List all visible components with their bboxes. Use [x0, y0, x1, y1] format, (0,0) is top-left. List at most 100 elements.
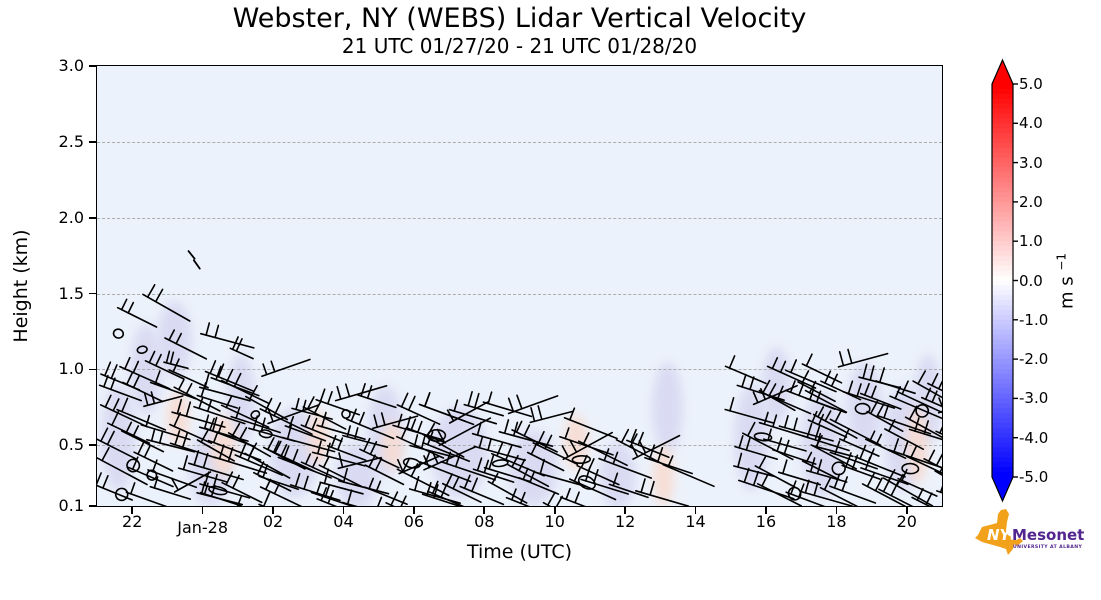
x-tick-mark	[624, 506, 626, 514]
colorbar-gradient-step	[992, 241, 1013, 247]
wind-barb	[236, 495, 242, 506]
wind-barb	[608, 472, 649, 499]
x-tick-mark	[272, 506, 274, 514]
wind-barb	[204, 360, 255, 392]
x-axis-label: Time (UTC)	[466, 541, 573, 563]
x-tick-label: 10	[544, 512, 565, 531]
wind-barb	[99, 394, 148, 428]
wind-barb	[253, 461, 292, 492]
wind-barb	[908, 417, 942, 441]
wind-barb	[363, 477, 408, 506]
wind-barb	[289, 472, 341, 502]
wind-barb	[116, 397, 167, 431]
colorbar-gradient-step	[992, 309, 1013, 316]
zero-contour-loop	[426, 428, 447, 443]
wind-barb	[168, 358, 209, 389]
wind-barb	[866, 399, 904, 433]
wind-barb	[927, 372, 942, 392]
wind-barb	[300, 453, 344, 483]
wind-barb	[227, 422, 272, 458]
wind-barb	[882, 469, 934, 506]
wind-barb	[559, 427, 614, 456]
y-axis-label: Height (km)	[10, 229, 32, 343]
wind-barb	[419, 451, 472, 483]
wind-barb	[804, 380, 848, 414]
wind-barb	[199, 471, 251, 499]
wind-barb	[142, 284, 191, 322]
colorbar-gradient-step	[992, 285, 1013, 291]
wind-barb	[505, 488, 530, 506]
x-tick-mark	[201, 506, 204, 514]
wind-barb	[97, 427, 137, 460]
logo-mesonet-text: Mesonet	[1012, 526, 1084, 544]
x-tick-mark	[835, 506, 838, 514]
wind-barb	[542, 491, 564, 506]
wind-barb	[268, 440, 315, 472]
colorbar-tick-label: 4.0	[1019, 114, 1043, 133]
colorbar-tick-label: -2.0	[1019, 350, 1049, 369]
colorbar-gradient-step	[992, 319, 1013, 326]
colorbar-tick-label: -4.0	[1019, 428, 1049, 447]
colorbar-gradient-step	[992, 467, 1013, 473]
wind-barb	[396, 455, 440, 475]
wind-barb	[864, 430, 907, 460]
zero-contour-loop	[126, 458, 141, 473]
colorbar-gradient-step	[992, 442, 1013, 449]
colorbar-gradient-step	[992, 182, 1013, 188]
wind-barb	[801, 451, 840, 481]
wind-barb	[911, 487, 933, 506]
wind-barb	[463, 390, 505, 417]
colorbar-gradient-step	[992, 187, 1013, 193]
wind-barb	[316, 487, 338, 506]
colorbar-gradient-step	[992, 359, 1013, 365]
wind-barb	[342, 425, 389, 449]
colorbar-gradient-step	[992, 201, 1013, 208]
wind-barb	[626, 428, 670, 459]
wind-barb	[801, 422, 850, 452]
wind-barb	[341, 489, 358, 506]
colorbar-gradient-step	[992, 339, 1013, 345]
wind-barb	[196, 429, 235, 462]
x-tick-mark	[413, 506, 415, 514]
logo-tagline-text: UNIVERSITY AT ALBANY	[1013, 544, 1083, 550]
wind-barb	[200, 322, 255, 349]
wind-barb	[842, 380, 896, 409]
colorbar-gradient-step	[992, 290, 1013, 296]
wind-barb	[267, 404, 319, 425]
wind-barb	[258, 492, 271, 506]
wind-barb	[887, 438, 942, 469]
wind-barb	[436, 417, 492, 447]
colorbar-extend-down-arrow	[992, 477, 1013, 501]
wind-barb	[507, 394, 559, 415]
wind-barb	[140, 414, 191, 441]
zero-contour-loop	[854, 402, 871, 415]
wind-barb	[758, 379, 796, 412]
wind-barb	[133, 441, 174, 472]
colorbar-gradient-step	[992, 393, 1013, 399]
wind-barb	[905, 445, 942, 474]
wind-barb	[149, 370, 197, 400]
wind-barb	[337, 452, 382, 470]
wind-barb	[315, 388, 361, 416]
colorbar-gradient-step	[992, 211, 1013, 218]
y-tick-label: 0.5	[58, 435, 84, 455]
colorbar-gradient-step	[992, 167, 1013, 174]
colorbar-gradient-step	[992, 413, 1013, 419]
wind-barb	[440, 451, 497, 481]
wind-barb	[884, 418, 925, 451]
y-tick-mark	[89, 141, 97, 143]
wind-barb-field	[97, 250, 942, 506]
colorbar-gradient-step	[992, 88, 1013, 95]
y-tick-mark	[89, 368, 97, 371]
zero-contour-loop	[114, 487, 129, 502]
wind-barb	[377, 496, 383, 506]
colorbar-gradient-step	[992, 93, 1013, 100]
wind-barb	[498, 419, 554, 448]
wind-barb	[897, 468, 938, 497]
wind-barb	[261, 358, 311, 378]
wind-barb	[559, 487, 586, 506]
colorbar-gradient-step	[992, 403, 1013, 409]
wind-barb	[807, 410, 848, 438]
x-tick-mark	[765, 506, 767, 514]
wind-barb	[829, 440, 879, 470]
